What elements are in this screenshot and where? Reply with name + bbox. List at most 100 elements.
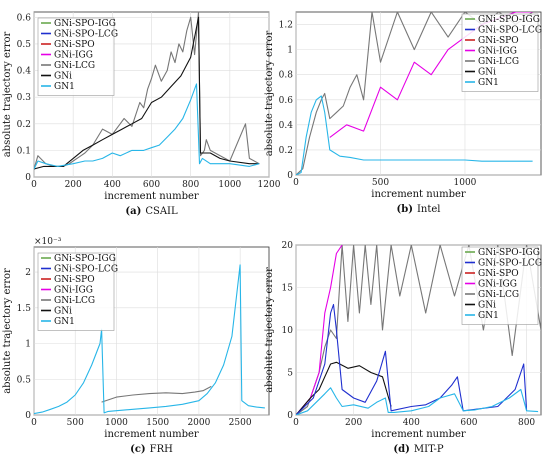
caption-letter: (a) — [125, 206, 141, 217]
y-tick-label: 0 — [25, 173, 31, 183]
y-tick-label: 0.5 — [17, 40, 32, 50]
legend-box — [37, 17, 115, 96]
panel-csail: 0 200 400 600 800 1000 1200 0 0.1 0.2 0.3 0.4 0.5 0.… — [2, 11, 281, 217]
x-tick-label: 800 — [518, 418, 535, 428]
legend-entry-gn1: GN1 — [478, 311, 499, 321]
y-tick-label: 0.6 — [17, 13, 32, 23]
legend: GNi-SPO-IGGGNi-SPO-LCGGNi-SPOGNi-IGGGNi-… — [37, 17, 118, 96]
y-tick-labels: 0 0.1 0.2 0.3 0.4 0.5 0.6 — [17, 13, 32, 183]
legend-entry-gni: GNi — [478, 68, 496, 78]
panel-intel: 0 500 1000 00.20.40.60.811.2 GNi-SPO-IGGGN… — [264, 11, 542, 215]
y-tick-label: 0.5 — [17, 375, 32, 385]
series-line-gn1 — [296, 95, 533, 175]
series-line-gni — [296, 361, 392, 415]
legend-box — [37, 252, 115, 331]
legend-box — [461, 246, 539, 325]
x-tick-label: 600 — [460, 418, 477, 428]
x-axis-label: increment number — [371, 429, 466, 440]
x-tick-label: 1500 — [146, 418, 169, 428]
panel-caption: (a) CSAIL — [125, 206, 178, 217]
caption-letter: (d) — [393, 444, 409, 455]
y-tick-label: 0 — [287, 171, 293, 181]
legend-entry-gni-spo-lcg: GNi-SPO-LCG — [54, 30, 118, 40]
legend-entry-gni-lcg: GNi-LCG — [54, 61, 95, 71]
series-line-gni-lcg — [34, 12, 260, 170]
series-line-gni-lcg — [101, 385, 212, 403]
panel-caption: (c) FRH — [130, 444, 173, 455]
legend-entry-gni-igg: GNi-IGG — [478, 280, 517, 290]
y-axis-label: absolute trajectory error — [2, 31, 13, 157]
legend-entry-gni-igg: GNi-IGG — [54, 51, 93, 61]
legend-entry-gni: GNi — [478, 301, 496, 311]
x-tick-label: 200 — [65, 180, 82, 190]
grid — [295, 244, 541, 416]
x-axis-label: increment number — [104, 191, 199, 202]
x-tick-label: 400 — [403, 418, 420, 428]
x-axis-label: increment number — [371, 189, 466, 200]
y-tick-label: 0 — [25, 411, 31, 421]
legend: GNi-SPO-IGGGNi-SPO-LCGGNi-SPOGNi-IGGGNi-… — [461, 13, 542, 92]
series-line-gn1 — [34, 264, 265, 415]
x-tick-label: 0 — [293, 418, 299, 428]
x-tick-label: 200 — [345, 418, 362, 428]
x-tick-label: 1000 — [454, 178, 477, 188]
panel-frh: 0 500 1000 1500 2000 2500 0 0.5 1 1.5 2 GNi-SPO-I… — [2, 237, 270, 455]
x-tick-label: 500 — [372, 178, 389, 188]
legend-entry-gni-spo-lcg: GNi-SPO-LCG — [478, 26, 542, 36]
x-tick-label: 0 — [31, 180, 37, 190]
legend-entry-gn1: GN1 — [478, 78, 499, 88]
x-tick-label: 0 — [31, 418, 37, 428]
y-tick-label: 20 — [282, 241, 294, 251]
y-tick-label: 0.2 — [279, 146, 293, 156]
x-tick-label: 400 — [104, 180, 121, 190]
caption-letter: (b) — [397, 204, 413, 215]
y-tick-label: 1.5 — [17, 304, 32, 314]
y-tick-label: 2 — [25, 268, 31, 278]
x-tick-label: 2500 — [229, 418, 252, 428]
y-tick-label: 10 — [282, 326, 294, 336]
legend-entry-gn1: GN1 — [54, 317, 75, 327]
legend-entry-gni-spo-lcg: GNi-SPO-LCG — [54, 265, 118, 275]
legend-entry-gni-spo-lcg: GNi-SPO-LCG — [478, 259, 542, 269]
x-tick-label: 1000 — [218, 180, 241, 190]
legend: GNi-SPO-IGGGNi-SPO-LCGGNi-SPOGNi-IGGGNi-… — [461, 246, 542, 325]
y-tick-label: 0.2 — [17, 120, 31, 130]
x-tick-labels: 0 200 400 600 800 1000 1200 — [31, 180, 281, 190]
y-tick-label: 0.3 — [17, 93, 32, 103]
y-exponent-label: ×10⁻³ — [34, 237, 62, 247]
legend-entry-gni-spo: GNi-SPO — [478, 36, 519, 46]
x-tick-labels: 0 500 1000 — [293, 178, 477, 188]
panel-caption: (b) Intel — [397, 204, 441, 215]
y-tick-label: 0 — [287, 411, 293, 421]
legend: GNi-SPO-IGGGNi-SPO-LCGGNi-SPOGNi-IGGGNi-… — [37, 252, 118, 331]
series-line-gn1 — [34, 83, 260, 170]
caption-name: MIT-P — [414, 444, 444, 455]
y-tick-label: 15 — [282, 284, 294, 294]
y-axis-label: absolute trajectory error — [264, 30, 275, 156]
legend-entry-gni-spo-igg: GNi-SPO-IGG — [478, 15, 540, 25]
x-tick-label: 800 — [182, 180, 199, 190]
caption-letter: (c) — [130, 444, 146, 455]
legend-entry-gn1: GN1 — [54, 82, 75, 92]
legend-entry-gni-igg: GNi-IGG — [54, 286, 93, 296]
grid — [33, 247, 269, 416]
series-lines — [34, 12, 260, 170]
x-tick-label: 2000 — [187, 418, 210, 428]
y-tick-label: 0.1 — [17, 146, 31, 156]
series-line-gn1 — [296, 387, 539, 415]
caption-name: CSAIL — [145, 206, 178, 217]
y-tick-label: 1 — [25, 340, 31, 350]
legend-entry-gni: GNi — [54, 72, 72, 82]
series-lines — [34, 264, 265, 415]
y-tick-labels: 0 0.2 0.4 0.6 0.8 1 1.2 — [279, 21, 294, 181]
y-tick-label: 1.2 — [279, 21, 293, 31]
legend-entry-gni-spo: GNi-SPO — [54, 40, 95, 50]
y-tick-labels: 0 0.5 1 1.5 2 — [17, 268, 32, 421]
y-tick-label: 0.4 — [17, 67, 32, 77]
legend-entry-gni-spo-igg: GNi-SPO-IGG — [54, 254, 116, 264]
series-line-gni — [34, 16, 260, 170]
x-tick-labels: 0 500 1000 1500 2000 2500 — [31, 418, 252, 428]
y-tick-label: 0.6 — [279, 96, 294, 106]
y-tick-label: 0.4 — [279, 121, 294, 131]
